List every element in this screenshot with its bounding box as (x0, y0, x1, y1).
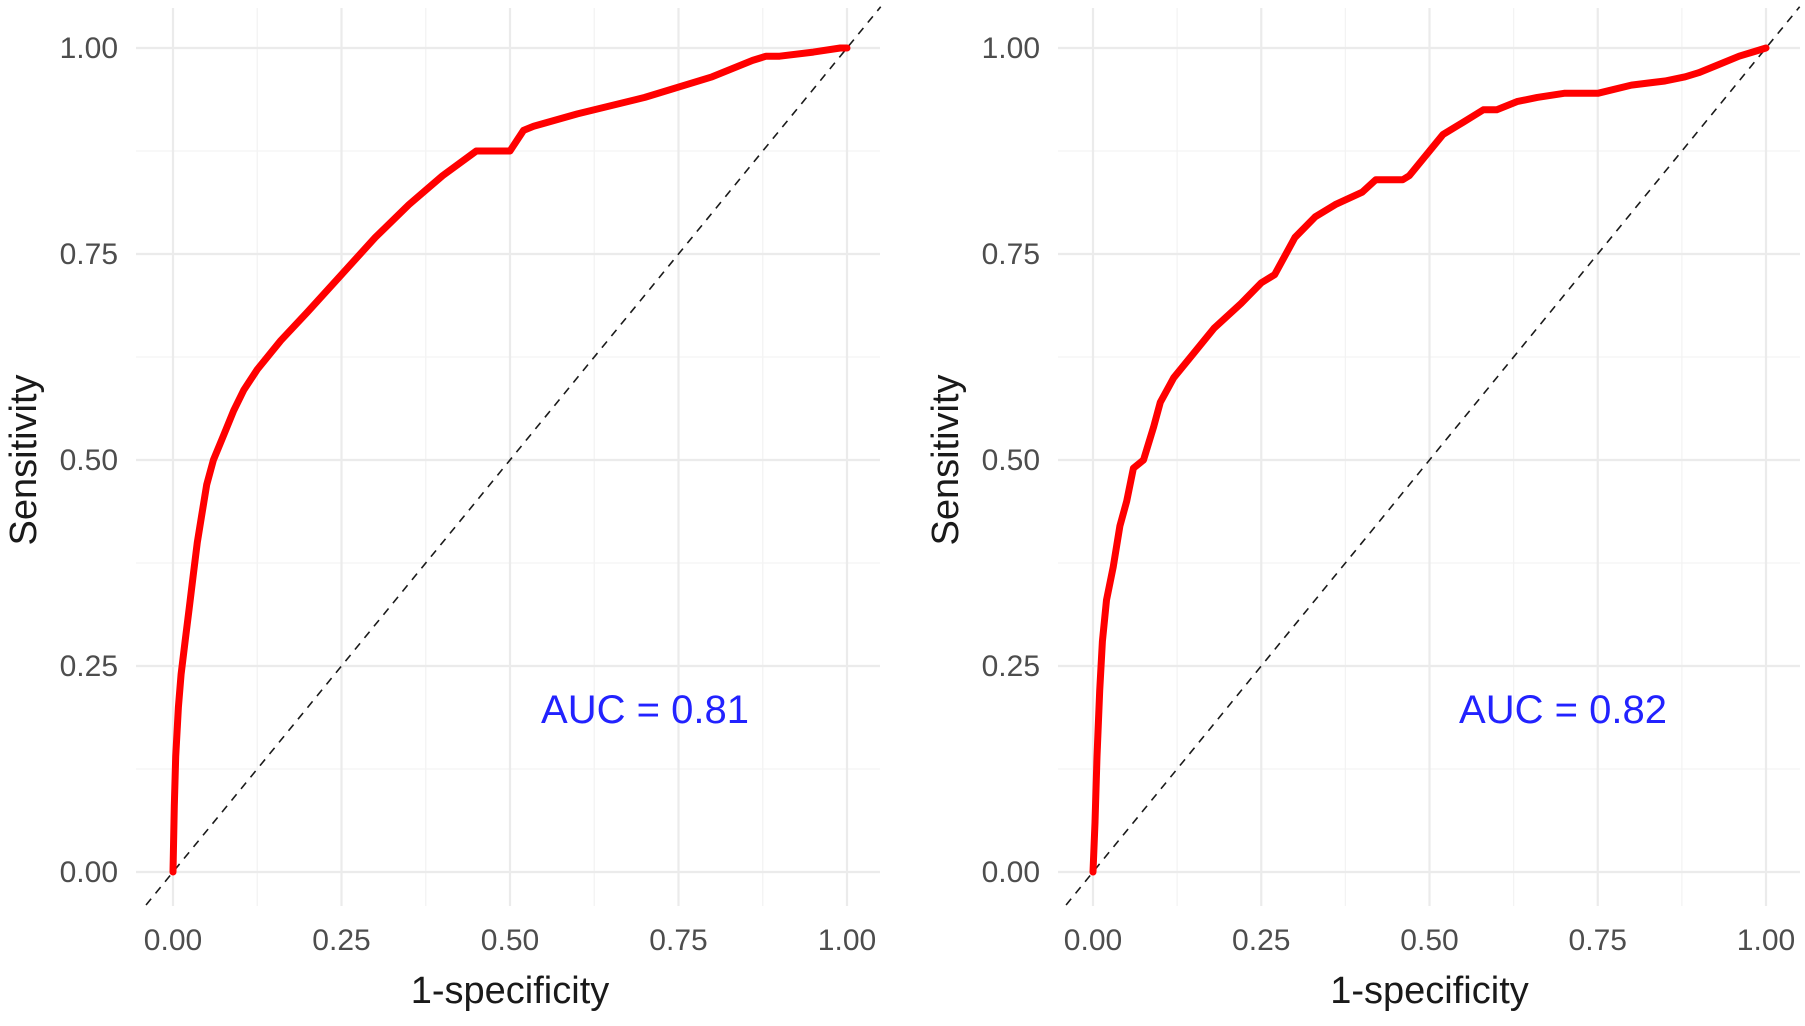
x-tick-label: 0.75 (649, 924, 707, 957)
y-tick-label: 0.50 (60, 444, 118, 477)
y-tick-label: 0.00 (60, 856, 118, 889)
y-tick-label: 0.75 (982, 238, 1040, 271)
x-tick-label: 0.00 (144, 924, 202, 957)
roc-panel-left: 0.00 0.25 0.50 0.75 1.00 0.00 0.25 0.50 0.75 1.00… (3, 6, 882, 1012)
x-axis-title: 1-specificity (1330, 970, 1529, 1012)
x-tick-label: 0.75 (1569, 924, 1627, 957)
roc-curve (1089, 44, 1770, 876)
y-tick-label: 1.00 (982, 32, 1040, 65)
diagonal-reference-line (145, 6, 882, 906)
auc-annotation: AUC = 0.81 (541, 688, 749, 732)
y-axis-title: Sensitivity (3, 374, 45, 545)
x-tick-label: 1.00 (818, 924, 876, 957)
x-axis-title: 1-specificity (411, 970, 610, 1012)
roc-curve (169, 44, 851, 876)
y-tick-label: 0.00 (982, 856, 1040, 889)
x-tick-label: 0.25 (312, 924, 370, 957)
x-tick-label: 0.50 (1400, 924, 1458, 957)
y-axis-title: Sensitivity (925, 374, 967, 545)
y-tick-label: 0.50 (982, 444, 1040, 477)
x-tick-label: 0.00 (1064, 924, 1122, 957)
y-tick-label: 0.75 (60, 238, 118, 271)
y-tick-label: 1.00 (60, 32, 118, 65)
y-tick-label: 0.25 (60, 650, 118, 683)
y-tick-label: 0.25 (982, 650, 1040, 683)
diagonal-reference-line (1065, 6, 1801, 906)
x-tick-label: 0.50 (481, 924, 539, 957)
x-tick-label: 0.25 (1232, 924, 1290, 957)
auc-annotation: AUC = 0.82 (1459, 688, 1667, 732)
roc-panel-right: 0.00 0.25 0.50 0.75 1.00 0.00 0.25 0.50 0.75 1.00… (925, 6, 1801, 1012)
x-tick-label: 1.00 (1737, 924, 1795, 957)
